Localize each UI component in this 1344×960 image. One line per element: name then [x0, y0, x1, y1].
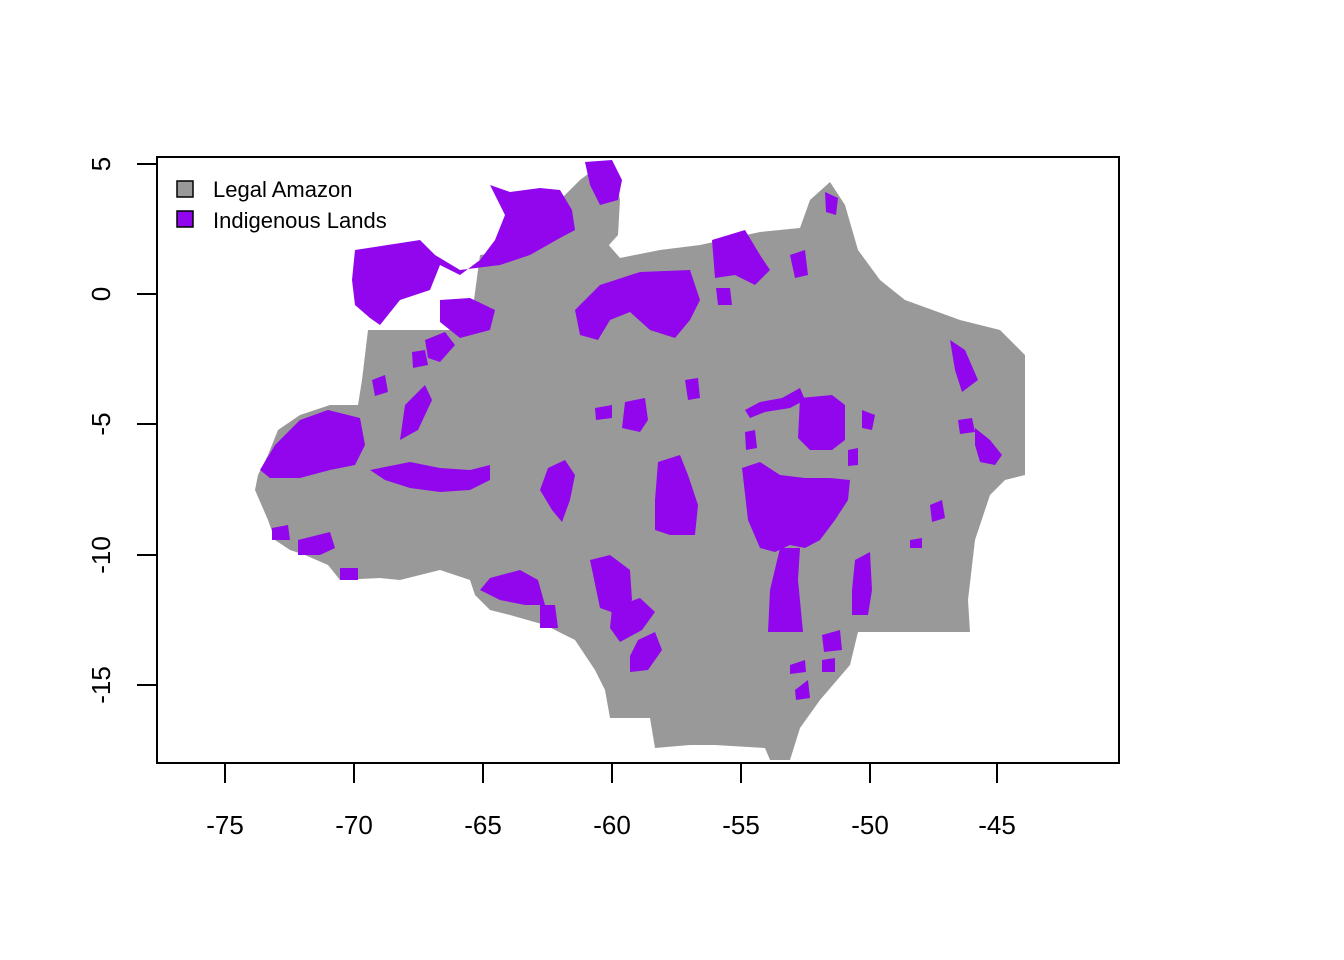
indigenous-land [260, 410, 365, 478]
legend-label-indigenous-lands: Indigenous Lands [213, 208, 387, 233]
indigenous-land [745, 430, 757, 450]
indigenous-land [540, 460, 575, 522]
indigenous-land [822, 658, 835, 672]
indigenous-land [790, 660, 806, 674]
indigenous-land [685, 378, 700, 400]
indigenous-land [950, 340, 978, 392]
indigenous-land [595, 405, 612, 420]
indigenous-land [372, 375, 388, 396]
indigenous-land [352, 185, 575, 325]
y-tick-label: 5 [86, 157, 116, 171]
indigenous-land [610, 598, 655, 642]
indigenous-land [825, 192, 838, 215]
indigenous-land [540, 605, 558, 628]
indigenous-land [575, 270, 700, 340]
indigenous-land [958, 418, 975, 434]
indigenous-land [272, 525, 290, 540]
indigenous-land [340, 568, 358, 580]
legend-swatch-indigenous-lands [176, 210, 194, 228]
indigenous-land [742, 462, 850, 552]
indigenous-land [798, 395, 845, 450]
indigenous-land [655, 455, 698, 535]
indigenous-land [298, 532, 335, 555]
indigenous-land [862, 410, 875, 430]
indigenous-land [590, 555, 632, 615]
indigenous-land [622, 398, 648, 432]
indigenous-land [975, 428, 1002, 465]
indigenous-land [848, 448, 858, 466]
legal-amazon-main [255, 182, 1025, 760]
y-tick-label: -5 [86, 412, 116, 435]
x-tick-label: -75 [206, 810, 244, 840]
legend-label-legal-amazon: Legal Amazon [213, 177, 352, 202]
indigenous-land [822, 630, 842, 652]
indigenous-land [795, 680, 810, 700]
x-tick-label: -70 [335, 810, 373, 840]
y-tick-label: 0 [86, 287, 116, 301]
y-tick-label: -10 [86, 536, 116, 574]
x-tick-labels: -75 -70 -65 -60 -55 -50 -45 [206, 810, 1016, 840]
indigenous-land [480, 570, 545, 605]
x-tick-label: -45 [978, 810, 1016, 840]
indigenous-land [440, 298, 495, 338]
indigenous-land [370, 462, 490, 492]
indigenous-land [585, 160, 622, 205]
x-tick-label: -65 [464, 810, 502, 840]
indigenous-land [716, 288, 732, 305]
indigenous-land [852, 552, 872, 615]
y-axis [137, 163, 158, 686]
indigenous-land [425, 332, 455, 362]
y-tick-labels: 5 0 -5 -10 -15 [86, 157, 116, 704]
legend-swatch-legal-amazon [176, 180, 194, 198]
x-tick-label: -50 [851, 810, 889, 840]
indigenous-lands [260, 160, 1002, 700]
indigenous-land [930, 500, 945, 522]
indigenous-land [630, 632, 662, 672]
x-tick-label: -55 [722, 810, 760, 840]
indigenous-land [910, 538, 922, 548]
y-tick-label: -15 [86, 666, 116, 704]
x-axis [224, 762, 998, 783]
indigenous-land [790, 250, 808, 278]
indigenous-land [768, 548, 803, 632]
x-tick-label: -60 [593, 810, 631, 840]
indigenous-land [712, 230, 770, 285]
indigenous-land [400, 385, 432, 440]
indigenous-land [745, 388, 805, 418]
legend: Legal Amazon Indigenous Lands [176, 177, 387, 233]
indigenous-land [412, 350, 428, 368]
